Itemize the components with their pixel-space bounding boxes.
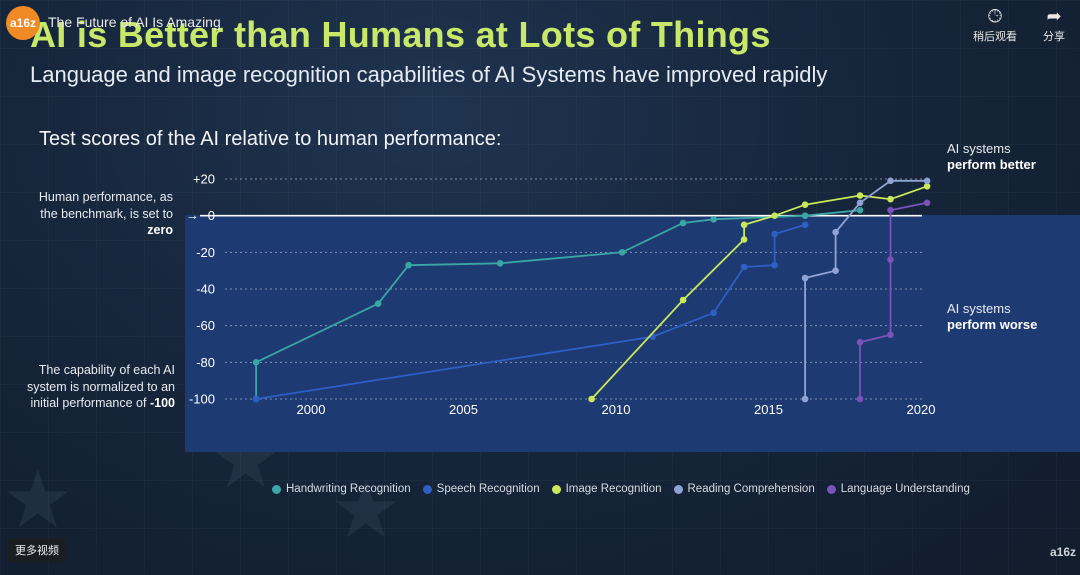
data-point-image [679,296,687,304]
data-point-reading [801,395,809,403]
clock-icon: 🕒︎ [987,6,1003,26]
watch-later-button[interactable]: 🕒︎ 稍后观看 [967,6,1023,44]
data-point-handwriting [679,219,687,227]
data-point-image [923,183,931,190]
y-tick-label: -40 [196,282,215,297]
perform-better-label: AI systems perform better [947,141,1036,173]
share-label: 分享 [1043,31,1065,43]
data-point-speech [252,395,260,403]
share-arrow-icon: ➦ [1046,6,1062,26]
x-tick-label: 2010 [602,402,631,417]
data-point-handwriting [710,216,717,223]
worse-line1: AI systems [947,301,1011,316]
better-line2: perform better [947,157,1036,172]
better-line1: AI systems [947,141,1011,156]
normalize-note-emph: -100 [149,396,175,410]
normalize-note: The capability of each AI system is norm… [20,362,175,412]
y-tick-label: -80 [196,355,215,370]
data-point-speech [710,309,717,317]
data-point-language [923,199,931,207]
legend-label: Reading Comprehension [687,483,815,495]
data-point-handwriting [618,249,626,256]
data-point-handwriting [405,261,412,269]
legend-dot [673,484,683,494]
legend-item-speech: Speech Recognition [422,483,540,495]
legend-label: Language Understanding [840,483,970,495]
legend-item-reading: Reading Comprehension [673,483,815,495]
slide-title: AI is Better than Humans at Lots of Thin… [30,14,771,55]
data-point-reading [801,274,809,282]
data-point-image [771,212,778,219]
data-point-reading [887,177,894,185]
data-point-handwriting [856,206,864,214]
decorative-star: ★ [2,455,74,544]
benchmark-note-emph: zero [147,223,173,237]
series-line-language [859,201,928,399]
y-tick-label: -60 [196,318,215,333]
legend-label: Speech Recognition [436,483,540,495]
data-point-speech [740,263,748,271]
legend-item-handwriting: Handwriting Recognition [272,483,411,495]
series-line-speech [255,223,806,400]
more-videos-button[interactable]: 更多视频 [8,538,66,562]
data-point-reading [856,199,864,207]
watch-later-label: 稍后观看 [973,31,1017,43]
video-title[interactable]: The Future of AI Is Amazing [48,14,221,30]
data-point-reading [832,228,839,236]
data-point-handwriting [252,359,260,366]
perform-worse-label: AI systems perform worse [947,301,1037,333]
legend-label: Handwriting Recognition [286,483,411,495]
watermark: a16z [1050,545,1077,559]
x-tick-label: 2005 [449,402,478,417]
data-point-language [887,256,894,263]
data-point-speech [771,230,778,238]
data-point-reading [832,267,839,274]
data-point-image [801,201,809,208]
chart-legend: Handwriting Recognition Speech Recogniti… [272,483,970,495]
y-tick-label: +20 [193,172,215,187]
data-point-language [856,395,864,403]
legend-item-language: Language Understanding [826,483,970,495]
legend-item-image: Image Recognition [551,483,662,495]
x-tick-label: 2020 [907,402,936,417]
benchmark-note: Human performance, as the benchmark, is … [20,189,173,239]
data-point-handwriting [801,212,809,219]
data-point-image [588,395,595,403]
data-point-reading [923,177,931,185]
worse-region-panel [185,215,1080,452]
series-line-handwriting [255,209,861,399]
data-point-language [887,331,894,339]
data-point-image [887,195,894,203]
y-tick-label: 0 [208,208,215,223]
legend-dot [551,484,561,494]
x-tick-label: 2000 [297,402,326,417]
decorative-star: ★ [330,465,402,554]
share-button[interactable]: ➦ 分享 [1026,6,1080,44]
legend-label: Image Recognition [565,483,662,495]
y-tick-label: -100 [189,392,215,407]
data-point-language [856,338,864,346]
data-point-handwriting [496,260,504,267]
x-tick-label: 2015 [754,402,783,417]
baseline-arrow-icon: → [186,208,199,223]
data-point-speech [801,221,809,229]
data-point-image [856,192,864,199]
y-tick-label: -20 [196,245,215,260]
legend-dot [422,484,432,494]
data-point-language [887,206,894,214]
data-point-handwriting [374,300,382,307]
benchmark-note-text: Human performance, as the benchmark, is … [38,190,173,221]
chart-heading: Test scores of the AI relative to human … [39,128,502,150]
slide-subtitle: Language and image recognition capabilit… [30,62,828,87]
normalize-note-text: The capability of each AI system is norm… [27,363,175,410]
channel-logo[interactable]: a16z [6,6,40,40]
legend-dot [826,484,836,494]
worse-line2: perform worse [947,317,1038,332]
data-point-speech [771,261,778,269]
data-point-image [740,236,748,243]
data-point-image [740,221,748,229]
legend-dot [272,484,281,494]
